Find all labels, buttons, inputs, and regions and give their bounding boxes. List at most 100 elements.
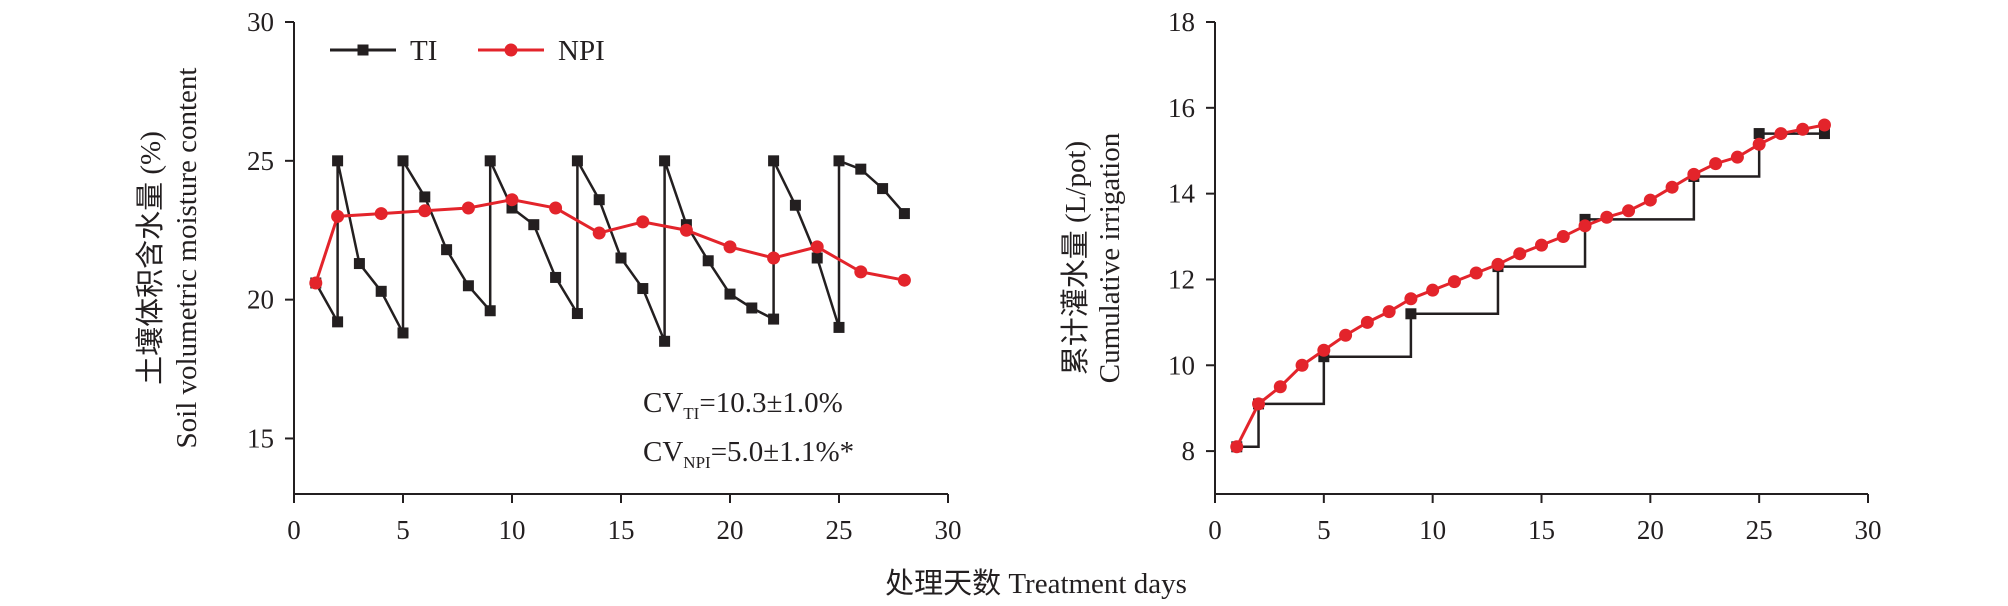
y-tick-label: 14: [1168, 179, 1196, 209]
y-tick-label: 10: [1168, 350, 1195, 380]
x-tick-label: 15: [608, 515, 635, 545]
point-ti: [397, 327, 409, 339]
point-ti: [615, 252, 627, 264]
x-tick-label: 15: [1528, 515, 1555, 545]
legend-marker-ti: [357, 44, 369, 56]
x-tick-label: 5: [1317, 515, 1331, 545]
point-ti: [746, 302, 758, 314]
point-npi: [1273, 380, 1287, 394]
point-ti: [789, 199, 801, 211]
point-ti: [659, 155, 671, 167]
cv-annotation: CVNPI=5.0±1.1%*: [643, 436, 854, 472]
y-tick-label: 20: [247, 285, 274, 315]
point-npi: [679, 223, 693, 237]
point-npi: [1447, 275, 1461, 289]
point-npi: [1622, 204, 1636, 218]
point-npi: [1404, 292, 1418, 306]
left-series: [309, 155, 911, 347]
point-npi: [1774, 127, 1788, 141]
point-ti: [768, 313, 780, 325]
point-ti: [1818, 128, 1830, 140]
point-npi: [418, 204, 432, 218]
point-npi: [505, 193, 519, 207]
y-tick-label: 25: [247, 146, 274, 176]
point-ti: [571, 308, 583, 320]
x-tick-label: 30: [935, 515, 962, 545]
point-npi: [1535, 238, 1548, 252]
point-npi: [374, 207, 388, 221]
point-ti: [1753, 128, 1765, 140]
point-ti: [898, 208, 910, 220]
point-npi: [767, 251, 781, 265]
x-tick-label: 25: [1746, 515, 1773, 545]
series-line-npi: [1235, 123, 1825, 448]
point-ti: [1405, 308, 1417, 320]
point-ti: [724, 288, 736, 300]
point-npi: [636, 215, 650, 229]
point-ti: [528, 219, 540, 231]
point-ti: [855, 163, 867, 175]
point-npi: [1426, 283, 1440, 297]
chart-left: 0 5 10 15 20 25 30 15 20 25 30 土壤体积含水量 (%) Soil vo…: [134, 7, 962, 545]
point-npi: [592, 226, 606, 240]
right-series: [1230, 118, 1831, 454]
point-npi: [1252, 397, 1266, 411]
point-npi: [1752, 137, 1766, 151]
left-ylabel-cn: 土壤体积含水量 (%): [134, 131, 167, 385]
point-ti: [332, 155, 344, 167]
point-ti: [833, 155, 845, 167]
point-npi: [1709, 157, 1723, 171]
point-npi: [1796, 122, 1810, 136]
right-axes: 0 5 10 15 20 25 30 8 10 12 14 16 18: [1168, 7, 1882, 545]
point-ti: [768, 155, 780, 167]
point-ti: [659, 335, 671, 347]
legend-marker-npi: [504, 43, 518, 57]
point-npi: [1295, 358, 1309, 372]
point-npi: [1382, 305, 1396, 319]
x-tick-label: 25: [826, 515, 853, 545]
point-npi: [1469, 266, 1483, 280]
point-ti: [506, 202, 518, 214]
y-tick-label: 18: [1168, 7, 1195, 37]
point-ti: [811, 252, 823, 264]
x-tick-label: 0: [287, 515, 301, 545]
y-tick-label: 15: [247, 423, 274, 453]
point-npi: [331, 209, 345, 223]
point-npi: [1600, 210, 1614, 224]
point-npi: [1360, 315, 1374, 329]
point-npi: [461, 201, 475, 215]
x-tick-label: 20: [717, 515, 744, 545]
point-npi: [1578, 219, 1592, 233]
point-npi: [1556, 230, 1570, 244]
x-tick-label: 30: [1855, 515, 1882, 545]
x-axis-label: 处理天数 Treatment days: [885, 567, 1187, 600]
x-tick-label: 5: [396, 515, 410, 545]
point-npi: [1643, 193, 1657, 207]
point-npi: [1491, 257, 1505, 271]
chart-right: 0 5 10 15 20 25 30 8 10 12 14 16 18 累计灌水量 (L/pot) Cu…: [1059, 7, 1882, 545]
cv-annotations: CVTI=10.3±1.0% CVNPI=5.0±1.1%*: [643, 387, 854, 472]
x-tick-label: 0: [1208, 515, 1222, 545]
point-npi: [309, 276, 323, 290]
x-tick-label: 10: [499, 515, 526, 545]
series-line-ti: [1236, 132, 1825, 449]
point-npi: [723, 240, 737, 254]
point-npi: [810, 240, 824, 254]
point-npi: [1513, 247, 1527, 261]
point-npi: [549, 201, 563, 215]
y-tick-label: 8: [1182, 436, 1196, 466]
y-tick-label: 16: [1168, 93, 1195, 123]
y-tick-label: 12: [1168, 264, 1195, 294]
point-ti: [484, 155, 496, 167]
x-tick-label: 20: [1637, 515, 1664, 545]
point-ti: [833, 321, 845, 333]
point-ti: [353, 258, 365, 270]
left-axes: 0 5 10 15 20 25 30 15 20 25 30: [247, 7, 962, 545]
legend: TI NPI: [330, 35, 605, 67]
point-ti: [419, 191, 431, 203]
point-npi: [1339, 328, 1353, 342]
x-tick-label: 10: [1419, 515, 1446, 545]
point-ti: [550, 271, 562, 283]
point-ti: [375, 285, 387, 297]
point-ti: [571, 155, 583, 167]
